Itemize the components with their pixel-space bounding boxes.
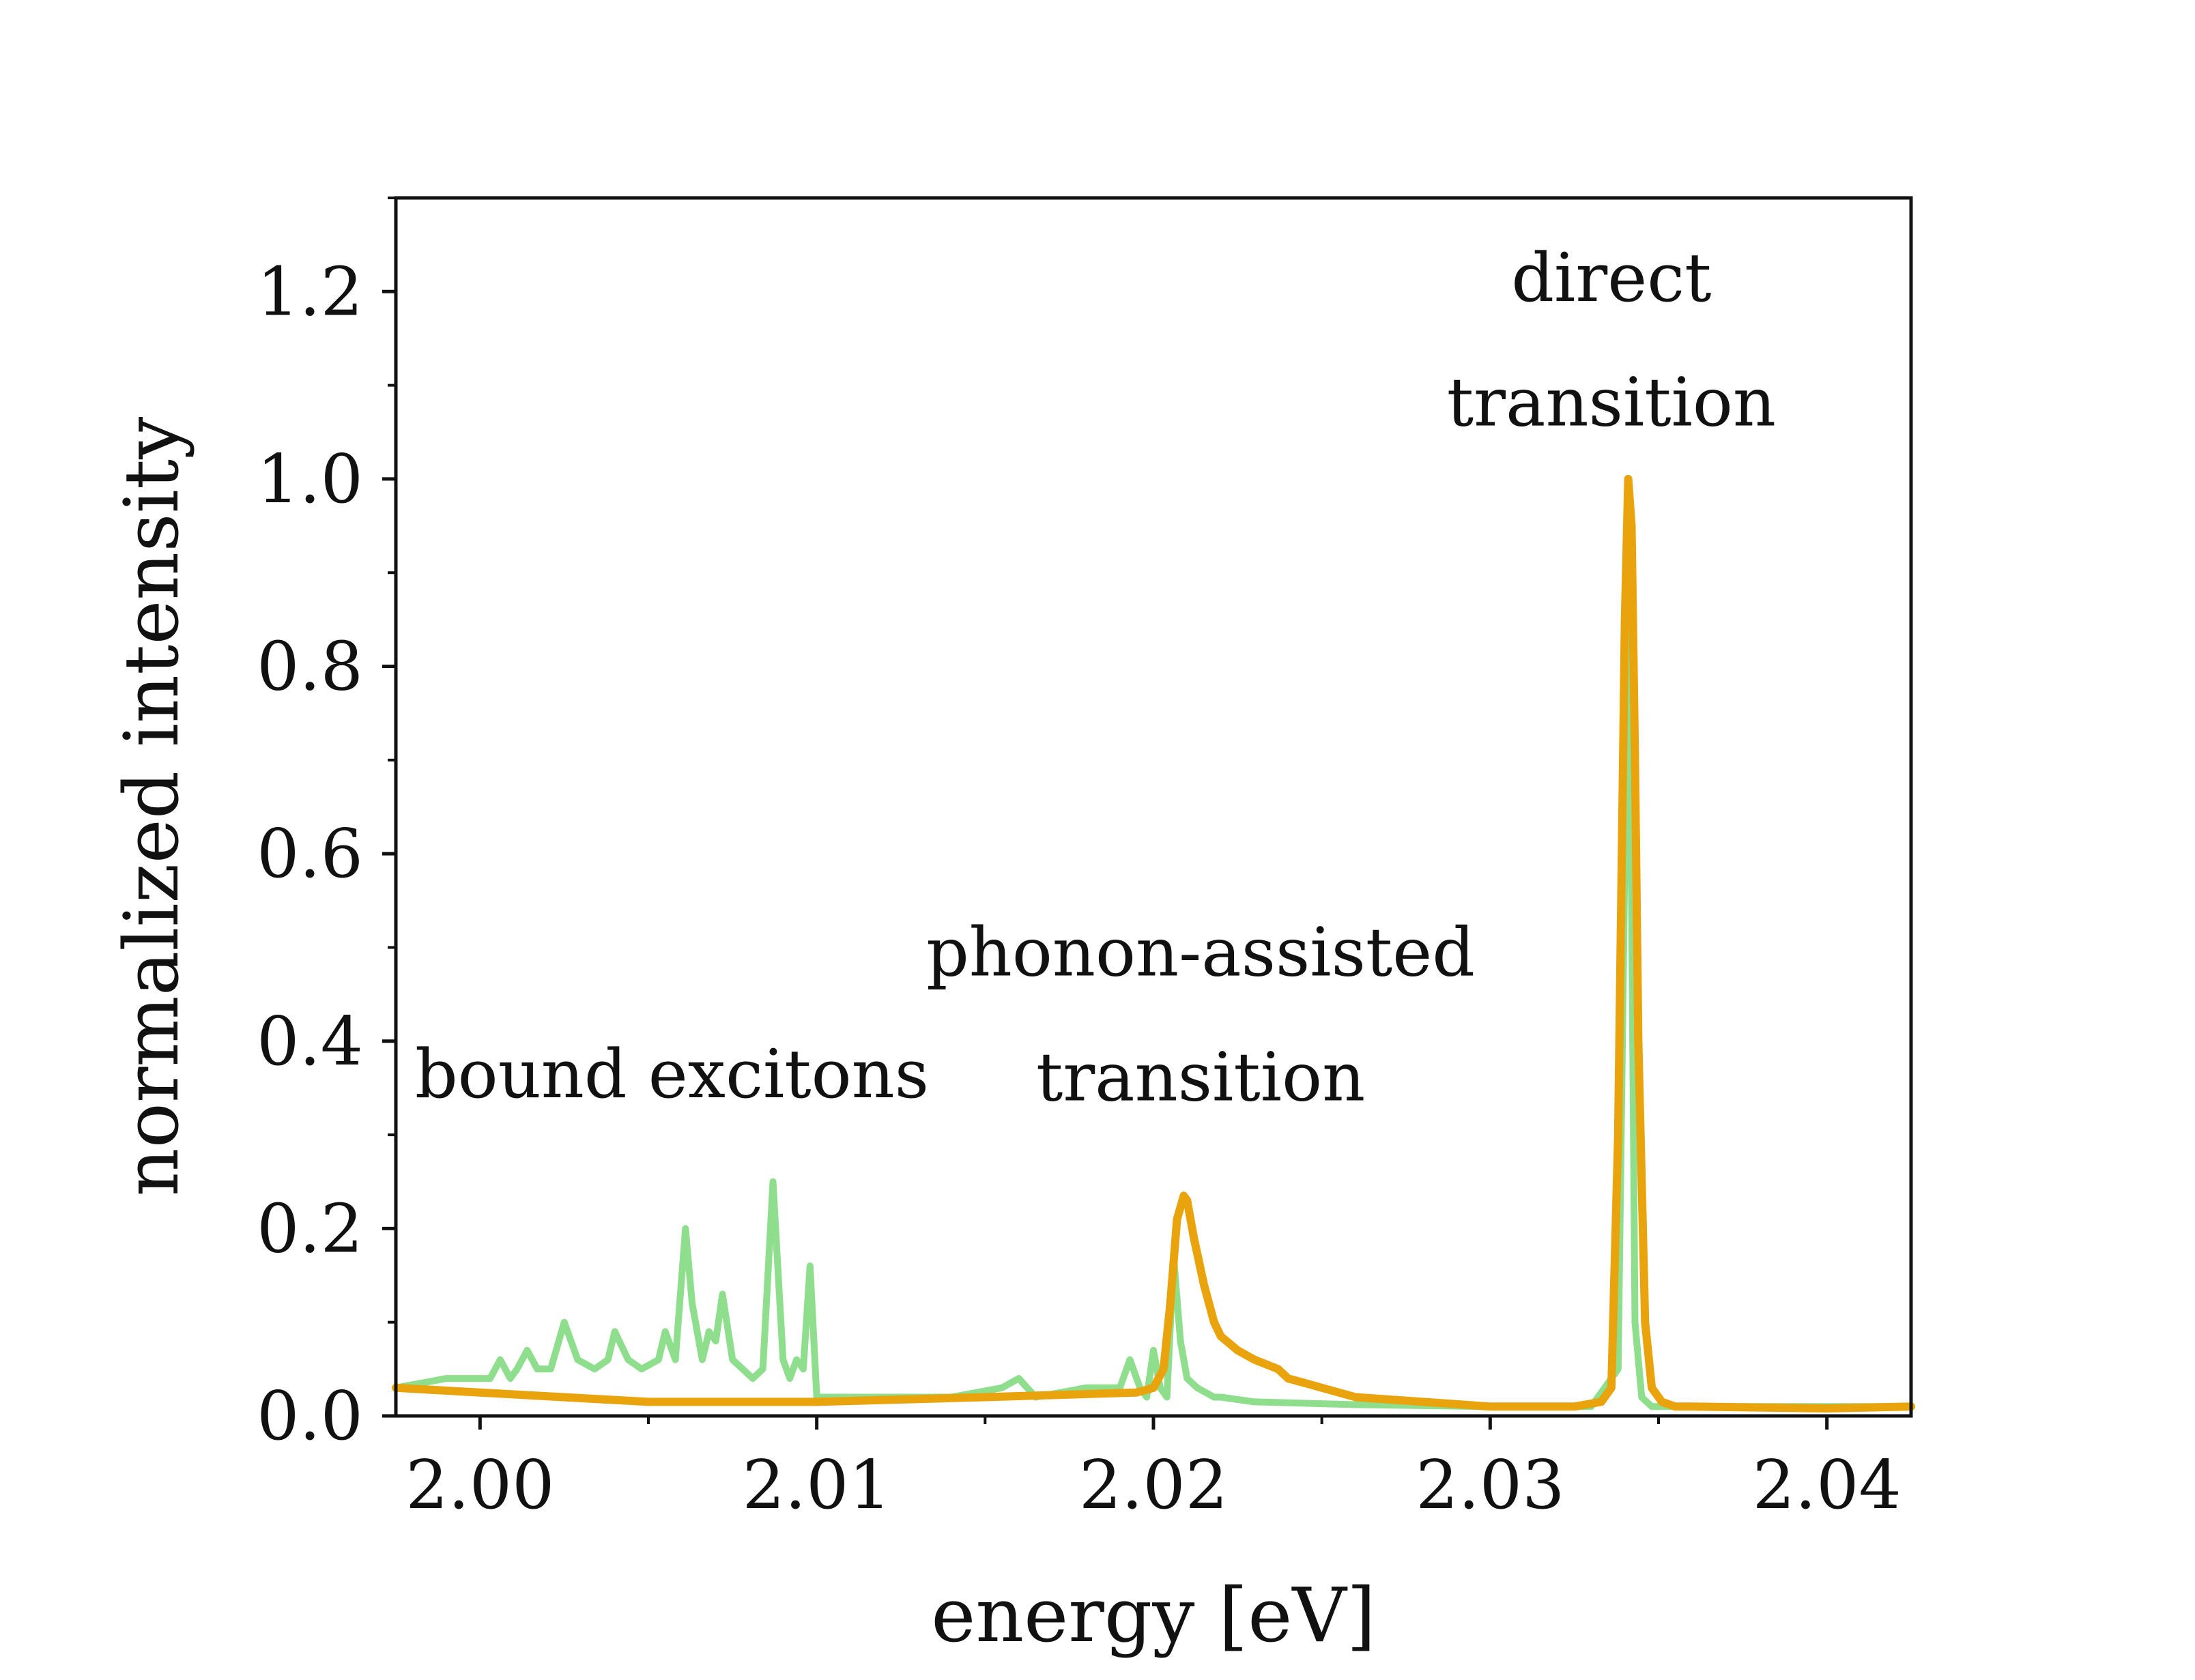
x-tick-label: 2.04 [1753,1447,1902,1524]
x-tick-label: 2.03 [1416,1447,1564,1524]
y-tick-label: 0.2 [257,1190,363,1268]
annotation-text: direct [1511,240,1711,317]
annotation-text: transition [1036,1039,1365,1116]
y-tick-label: 0.0 [257,1378,363,1455]
annotation-text: bound excitons [415,1036,929,1114]
series-line-orange [392,474,1915,1413]
y-tick-label: 0.8 [257,628,363,706]
annotation-text: transition [1447,364,1776,442]
x-tick-label: 2.00 [405,1447,554,1524]
x-tick-label: 2.01 [743,1447,891,1524]
x-axis-label: energy [eV] [931,1572,1376,1659]
y-tick-label: 0.6 [257,815,363,893]
y-tick-label: 1.0 [257,441,363,519]
x-tick-label: 2.02 [1079,1447,1228,1524]
annotations: bound excitons phonon-assisted transition d… [415,240,1776,1116]
y-tick-label: 0.4 [257,1003,363,1081]
annotation-text: phonon-assisted [926,914,1475,992]
y-axis-ticks: 0.0 0.2 0.4 0.6 0.8 1.0 1.2 [257,197,396,1455]
series-layer [392,474,1915,1413]
y-axis-label: normalized intensity [108,417,195,1197]
y-tick-label: 1.2 [257,253,363,331]
x-axis-ticks: 2.00 2.01 2.02 2.03 2.04 [405,1416,1902,1524]
